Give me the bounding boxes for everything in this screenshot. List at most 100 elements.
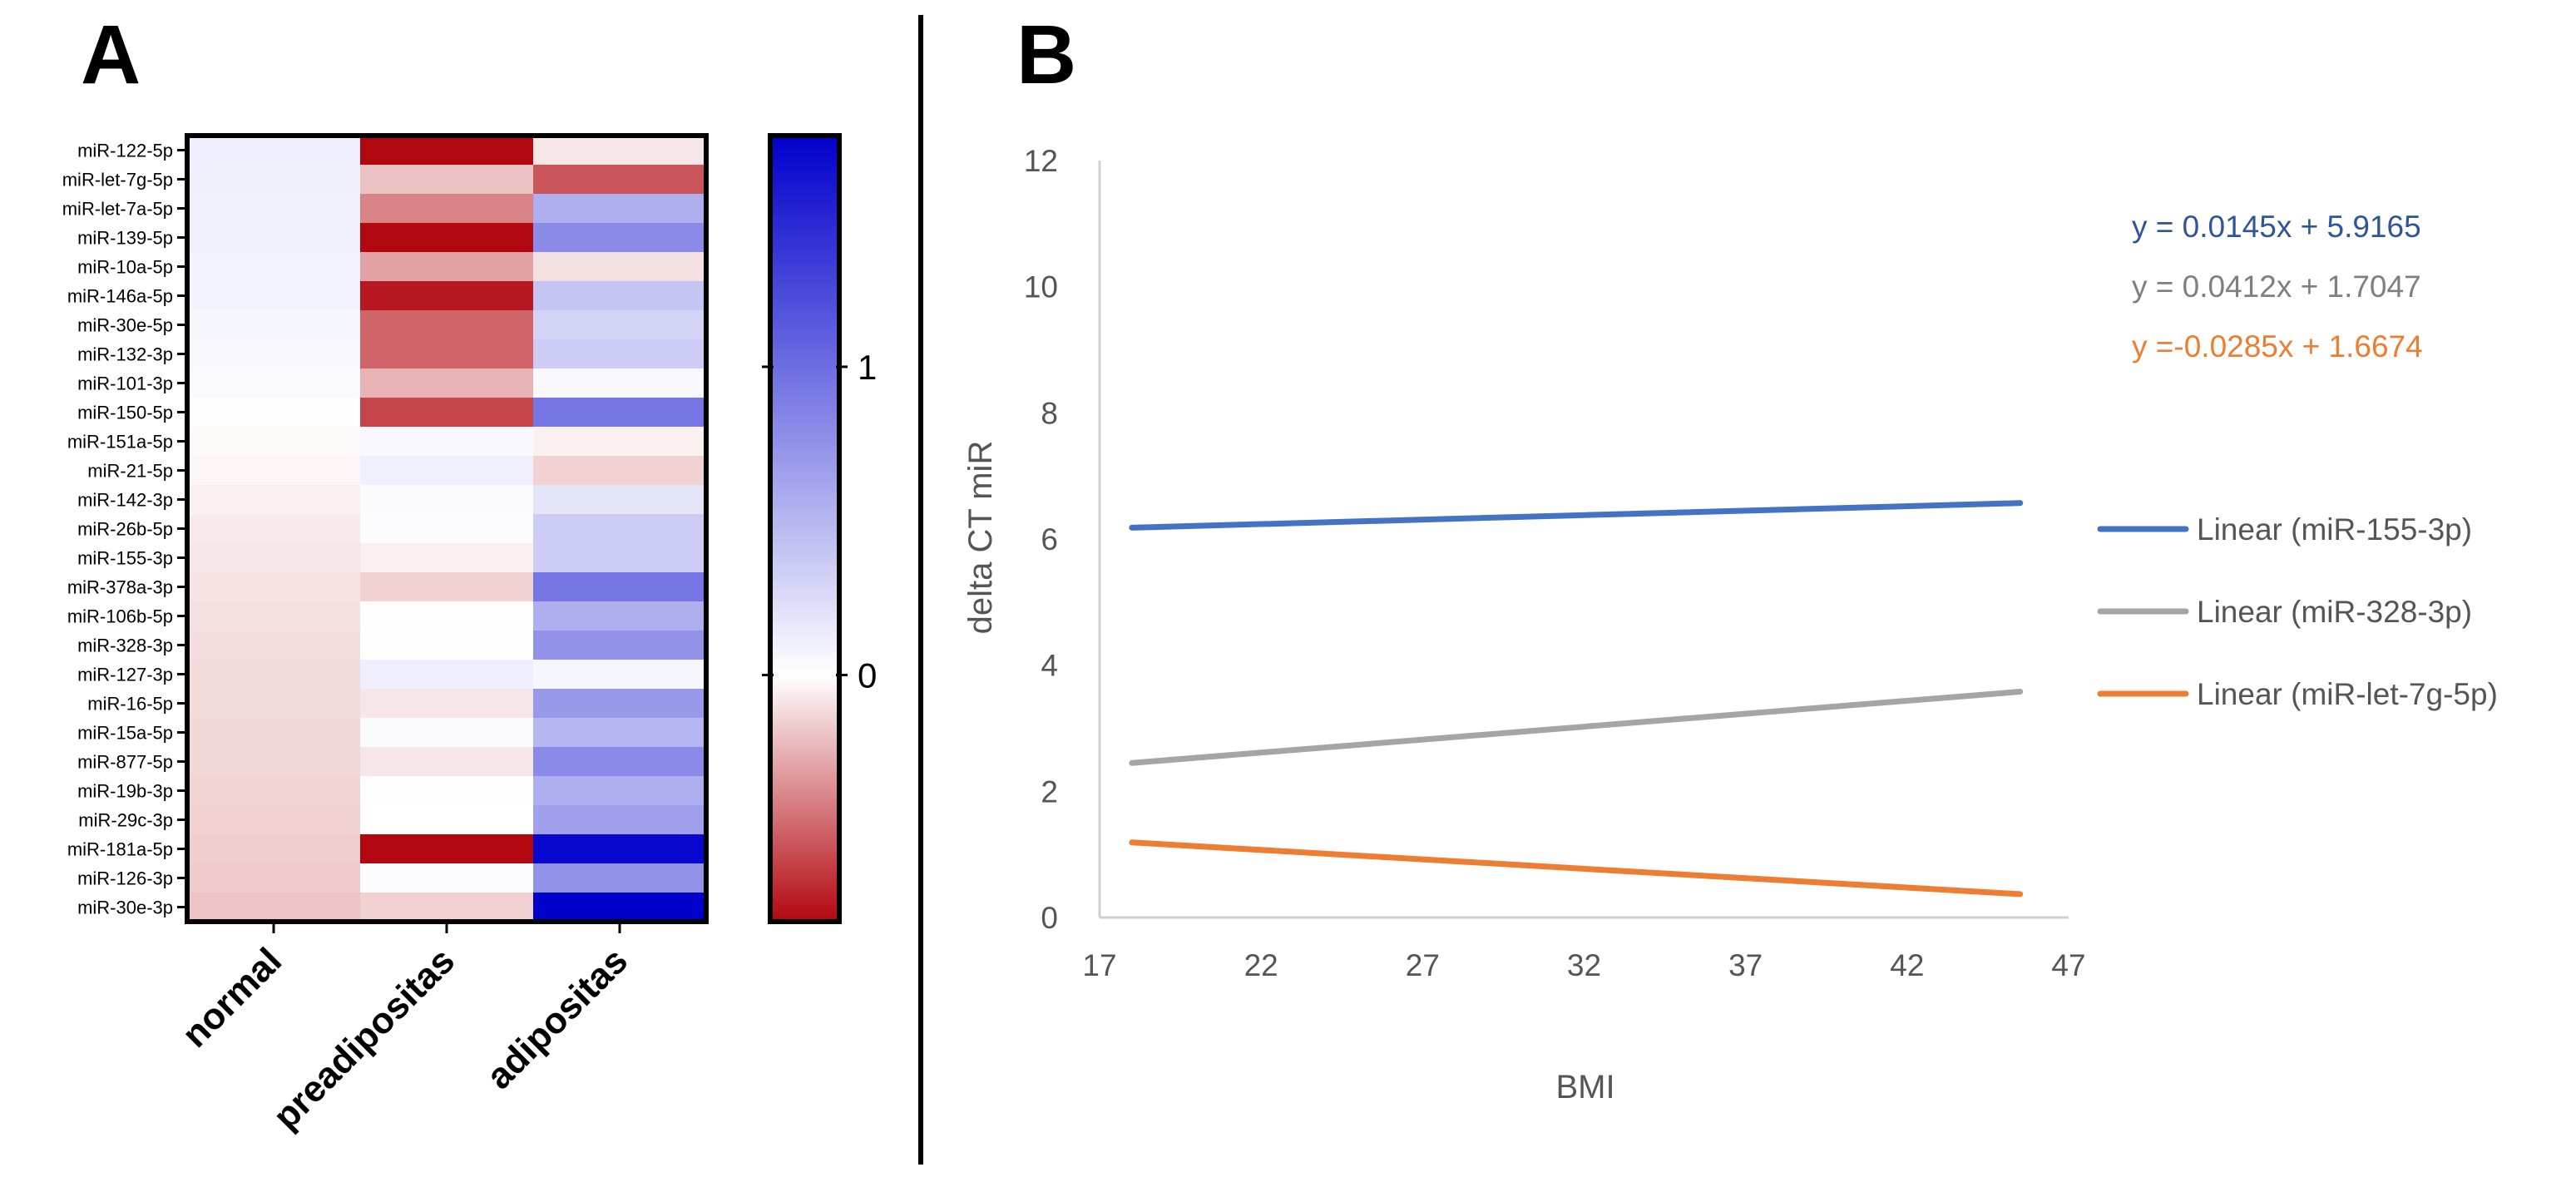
heatmap-cell xyxy=(533,601,707,631)
heatmap-cell xyxy=(533,252,707,282)
heatmap-cell xyxy=(360,339,534,369)
heatmap-cell xyxy=(533,805,707,835)
heatmap-row-label: miR-877-5p xyxy=(77,752,173,773)
heatmap-cell xyxy=(360,456,534,486)
heatmap-cell xyxy=(187,368,361,398)
heatmap-cell xyxy=(360,194,534,224)
heatmap-cell xyxy=(187,456,361,486)
heatmap-cell xyxy=(533,747,707,777)
heatmap-cell xyxy=(360,718,534,748)
heatmap-row-label: miR-146a-5p xyxy=(67,286,173,307)
regression-equation: y = 0.0145x + 5.9165 xyxy=(2132,210,2421,244)
x-tick-label: 37 xyxy=(1728,948,1763,982)
x-tick-label: 32 xyxy=(1567,948,1601,982)
heatmap-cell xyxy=(360,747,534,777)
heatmap-cell xyxy=(533,543,707,573)
y-tick-label: 2 xyxy=(1041,774,1058,809)
heatmap-cell xyxy=(360,601,534,631)
heatmap-cell xyxy=(187,281,361,311)
heatmap-cell xyxy=(360,689,534,719)
heatmap-cell xyxy=(360,631,534,660)
panel-a-heatmap: A miR-122-5pmiR-let-7g-5pmiR-let-7a-5pmi… xyxy=(62,8,878,1137)
heatmap-cell xyxy=(533,485,707,515)
x-tick-label: 47 xyxy=(2051,948,2085,982)
panel-b-line-chart: B 17 22 27 32 37 42 47 0 2 4 6 8 10 12 y = 0.0145x + … xyxy=(962,8,2498,1105)
heatmap-cell xyxy=(533,834,707,864)
heatmap-row-label: miR-106b-5p xyxy=(67,606,173,627)
heatmap-cell xyxy=(360,136,534,166)
heatmap-cell xyxy=(187,863,361,893)
heatmap-row-label: miR-29c-3p xyxy=(78,810,173,831)
heatmap-cell xyxy=(360,252,534,282)
heatmap-cell xyxy=(533,660,707,690)
heatmap-cell xyxy=(187,572,361,602)
legend-label: Linear (miR-155-3p) xyxy=(2197,512,2472,547)
heatmap-cell xyxy=(360,863,534,893)
heatmap-cell xyxy=(187,834,361,864)
heatmap-cell xyxy=(360,805,534,835)
y-tick-label: 6 xyxy=(1041,522,1058,556)
heatmap-row-label: miR-101-3p xyxy=(77,373,173,394)
heatmap-cell xyxy=(533,718,707,748)
heatmap-cell xyxy=(533,165,707,195)
heatmap-row-label: miR-let-7a-5p xyxy=(62,199,173,220)
heatmap-cell xyxy=(533,572,707,602)
heatmap-cell xyxy=(533,398,707,428)
heatmap-row-label: miR-30e-5p xyxy=(77,315,173,336)
heatmap-row-label: miR-181a-5p xyxy=(67,839,173,860)
heatmap-cell xyxy=(360,485,534,515)
heatmap-cell xyxy=(187,136,361,166)
heatmap-row-label: miR-132-3p xyxy=(77,344,173,365)
heatmap-row-labels: miR-122-5p miR-let-7g-5p miR-let-7a-5p miR-… xyxy=(62,141,187,918)
legend-label: Linear (miR-let-7g-5p) xyxy=(2197,677,2498,711)
heatmap-cell xyxy=(187,310,361,340)
heatmap-row-label: miR-let-7g-5p xyxy=(62,170,173,190)
heatmap-cell xyxy=(187,514,361,544)
heatmap-row-label: miR-139-5p xyxy=(77,228,173,249)
heatmap-cell xyxy=(360,776,534,806)
heatmap-row-label: miR-15a-5p xyxy=(77,723,173,744)
regression-equation: y = 0.0412x + 1.7047 xyxy=(2132,270,2421,304)
heatmap-cell xyxy=(533,863,707,893)
heatmap-column-label: normal xyxy=(175,940,289,1055)
heatmap-cell xyxy=(187,165,361,195)
heatmap-cell xyxy=(360,398,534,428)
heatmap-row-label: miR-19b-3p xyxy=(77,781,173,802)
heatmap-cell xyxy=(533,368,707,398)
heatmap-cell xyxy=(533,427,707,457)
heatmap-cell xyxy=(187,718,361,748)
series-line xyxy=(1129,839,2024,898)
heatmap-row-label: miR-16-5p xyxy=(87,694,173,715)
heatmap-cell xyxy=(533,281,707,311)
colorbar-ticks: 10 xyxy=(762,348,877,695)
y-tick-label: 0 xyxy=(1041,901,1058,935)
line-chart-legend: Linear (miR-155-3p) Linear (miR-328-3p) Li… xyxy=(2097,512,2498,711)
heatmap-cell xyxy=(360,368,534,398)
y-tick-label: 12 xyxy=(1024,144,1058,178)
heatmap-row-label: miR-21-5p xyxy=(87,461,173,482)
heatmap-cell xyxy=(533,689,707,719)
heatmap-row-label: miR-328-3p xyxy=(77,636,173,656)
heatmap-row-label: miR-26b-5p xyxy=(77,519,173,540)
heatmap-cell xyxy=(533,136,707,166)
heatmap-cell xyxy=(187,689,361,719)
heatmap-cell xyxy=(187,398,361,428)
heatmap-row-label: miR-122-5p xyxy=(77,141,173,161)
heatmap-cell xyxy=(187,252,361,282)
heatmap-cell xyxy=(187,543,361,573)
colorbar-tick-label: 0 xyxy=(858,656,877,695)
x-tick-label: 17 xyxy=(1082,948,1116,982)
heatmap-cell xyxy=(533,310,707,340)
heatmap-cell xyxy=(533,339,707,369)
heatmap-cell xyxy=(360,281,534,311)
colorbar xyxy=(768,133,842,924)
heatmap-cell xyxy=(533,194,707,224)
heatmap-cell xyxy=(187,194,361,224)
heatmap-cell xyxy=(533,776,707,806)
heatmap-cell xyxy=(360,310,534,340)
heatmap-cell xyxy=(360,834,534,864)
series-line xyxy=(1129,689,2024,766)
heatmap-cell xyxy=(533,631,707,660)
y-axis-title: delta CT miR xyxy=(962,441,999,635)
